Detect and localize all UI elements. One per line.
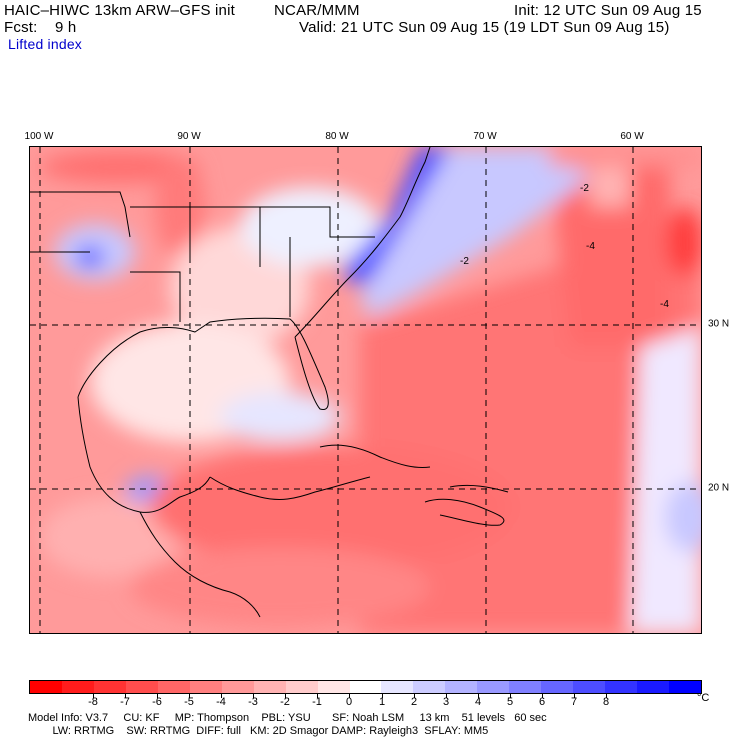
colorbar-label: 5: [506, 696, 514, 708]
colorbar-label: -7: [120, 696, 130, 708]
lon-label-90w: 90 W: [177, 131, 201, 142]
colorbar-swatch: [605, 681, 638, 693]
forecast-hour: Fcst: 9 h: [4, 19, 77, 36]
colorbar-tick: [478, 694, 479, 698]
colorbar-label: 6: [538, 696, 546, 708]
colorbar-swatch: [125, 681, 158, 693]
colorbar-swatch: [381, 681, 414, 693]
colorbar-swatch: [93, 681, 126, 693]
colorbar-label: -8: [88, 696, 98, 708]
colorbar-tick: [510, 694, 511, 698]
colorbar-tick: [349, 694, 350, 698]
colorbar-label: 2: [410, 696, 418, 708]
model-title: HAIC–HIWC 13km ARW–GFS init: [4, 2, 236, 19]
lon-label-80w: 80 W: [325, 131, 349, 142]
lon-label-70w: 70 W: [473, 131, 497, 142]
lon-label-60w: 60 W: [620, 131, 644, 142]
graticule: [30, 147, 701, 633]
colorbar-tick: [414, 694, 415, 698]
lon-label-100w: 100 W: [24, 131, 54, 142]
colorbar-label: 1: [378, 696, 386, 708]
colorbar: [29, 680, 702, 694]
colorbar-label: -1: [312, 696, 322, 708]
contour-label: -2: [460, 256, 469, 267]
colorbar-unit: °C: [697, 692, 710, 704]
contour-label: -4: [586, 241, 595, 252]
colorbar-swatch: [573, 681, 606, 693]
colorbar-label: -6: [152, 696, 162, 708]
colorbar-swatch: [541, 681, 574, 693]
model-info-line-2: LW: RRTMG SW: RRTMG DIFF: full KM: 2D Sm…: [28, 725, 489, 737]
contour-label: -2: [580, 183, 589, 194]
colorbar-label: 7: [570, 696, 578, 708]
colorbar-swatch: [253, 681, 286, 693]
center-title: NCAR/MMM: [274, 2, 360, 19]
colorbar-label: -2: [280, 696, 290, 708]
colorbar-swatch: [509, 681, 542, 693]
valid-time: Valid: 21 UTC Sun 09 Aug 15 (19 LDT Sun …: [299, 19, 670, 36]
colorbar-label: -3: [248, 696, 258, 708]
colorbar-label: 3: [442, 696, 450, 708]
coastlines: [30, 147, 509, 618]
colorbar-swatch: [413, 681, 446, 693]
colorbar-swatch: [285, 681, 318, 693]
colorbar-swatch: [445, 681, 478, 693]
colorbar-tick: [446, 694, 447, 698]
shading-layer: [40, 147, 701, 633]
colorbar-tick: [574, 694, 575, 698]
lat-label-20n: 20 N: [708, 482, 730, 494]
colorbar-tick: [382, 694, 383, 698]
colorbar-label: 0: [345, 696, 353, 708]
colorbar-tick: [606, 694, 607, 698]
colorbar-tick: [221, 694, 222, 698]
colorbar-tick: [125, 694, 126, 698]
colorbar-swatch: [157, 681, 190, 693]
colorbar-tick: [317, 694, 318, 698]
colorbar-swatch: [317, 681, 350, 693]
lat-label-30n: 30 N: [708, 318, 730, 330]
colorbar-swatch: [637, 681, 670, 693]
colorbar-tick: [93, 694, 94, 698]
map-canvas: -2 -4 -2 -4: [30, 147, 701, 633]
colorbar-tick: [542, 694, 543, 698]
colorbar-label: -4: [216, 696, 226, 708]
colorbar-swatch: [189, 681, 222, 693]
colorbar-swatch: [30, 681, 62, 693]
init-time: Init: 12 UTC Sun 09 Aug 15: [514, 2, 702, 19]
model-info-line-1: Model Info: V3.7 CU: KF MP: Thompson PBL…: [28, 712, 547, 724]
colorbar-label: -5: [184, 696, 194, 708]
colorbar-swatch: [221, 681, 254, 693]
colorbar-label: 8: [602, 696, 610, 708]
colorbar-swatch: [669, 681, 702, 693]
colorbar-tick: [253, 694, 254, 698]
colorbar-tick: [157, 694, 158, 698]
contour-labels: -2 -4 -2 -4: [460, 183, 669, 310]
colorbar-tick: [285, 694, 286, 698]
colorbar-label: 4: [474, 696, 482, 708]
colorbar-swatch: [61, 681, 94, 693]
field-name: Lifted index: [8, 36, 83, 52]
colorbar-swatch: [349, 681, 382, 693]
colorbar-swatch: [477, 681, 510, 693]
lifted-index-map: -2 -4 -2 -4: [29, 146, 702, 634]
colorbar-tick: [189, 694, 190, 698]
contour-label: -4: [660, 299, 669, 310]
